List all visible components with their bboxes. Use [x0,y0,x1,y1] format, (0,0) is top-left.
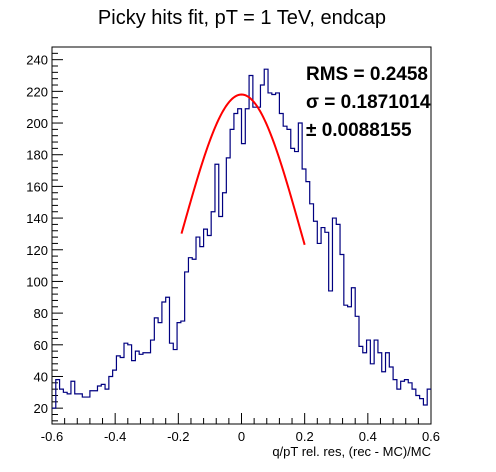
y-tick-label: 180 [26,148,48,163]
y-tick-label: 160 [26,179,48,194]
x-tick-label: 0.2 [296,429,314,444]
x-ticks: -0.6 -0.4 -0.2 0 0.2 0.4 0.6 [41,413,440,444]
y-tick-label: 80 [34,306,48,321]
y-tick-label: 20 [34,401,48,416]
y-tick-label: 240 [26,53,48,68]
y-tick-label: 40 [34,369,48,384]
x-tick-label: -0.4 [104,429,126,444]
x-tick-label: -0.2 [167,429,189,444]
y-tick-label: 200 [26,116,48,131]
y-tick-label: 140 [26,211,48,226]
x-tick-label: 0.4 [359,429,377,444]
stat-rms: RMS = 0.2458 [306,64,428,85]
x-tick-label: 0.6 [422,429,440,444]
y-tick-label: 100 [26,274,48,289]
gaussian-fit-curve [180,93,306,246]
y-tick-label: 60 [34,338,48,353]
stat-error: ± 0.0088155 [306,120,412,141]
y-tick-label: 220 [26,84,48,99]
y-tick-label: 120 [26,243,48,258]
chart-title: Picky hits fit, pT = 1 TeV, endcap [98,7,386,29]
y-ticks: 20 40 60 80 100 120 140 160 180 200 220 240 [26,53,63,422]
stat-sigma: σ = 0.1871014 [306,92,431,113]
histogram-series [52,68,431,409]
x-tick-label: -0.6 [41,429,63,444]
x-tick-label: 0 [238,429,245,444]
x-axis-title: q/pT rel. res, (rec - MC)/MC [272,444,431,459]
